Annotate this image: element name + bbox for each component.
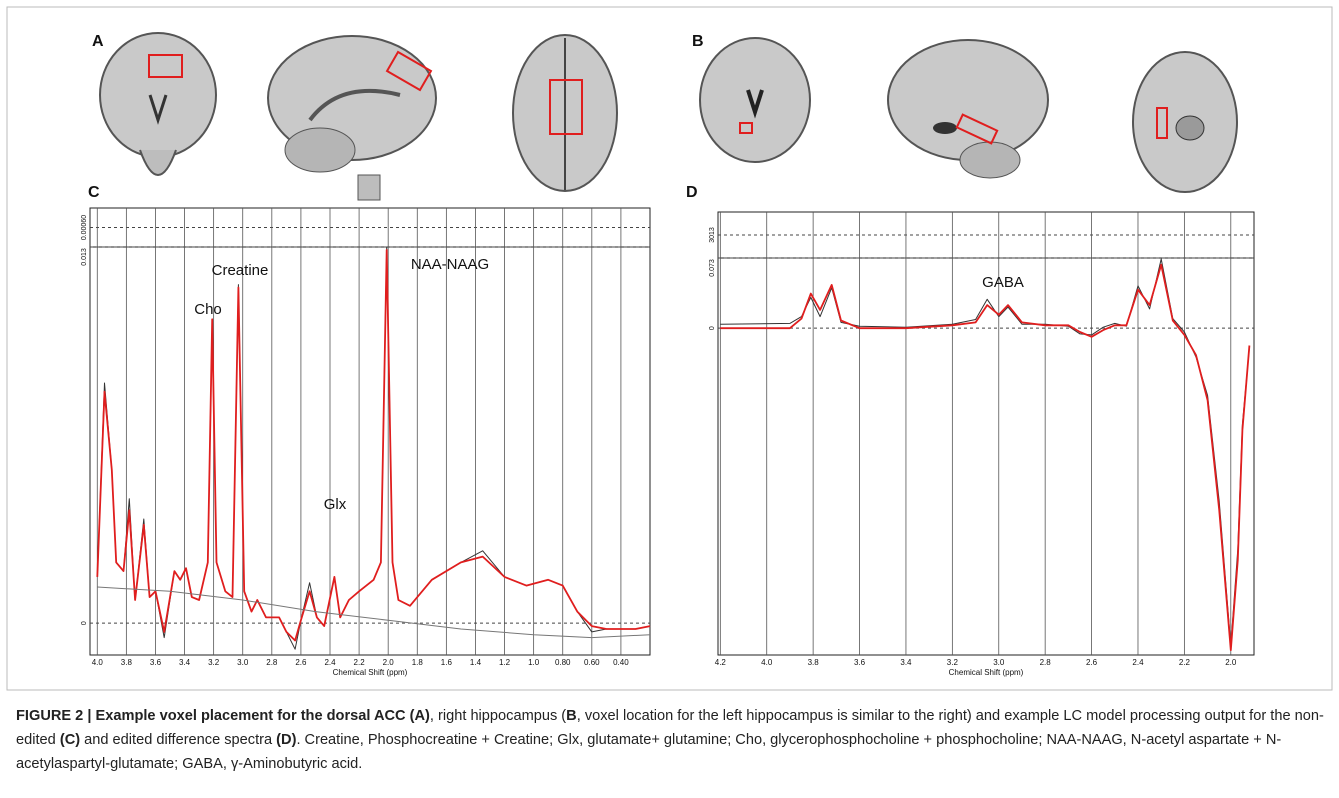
x-tick-label: 0.40	[613, 658, 629, 667]
peak-annotation: Creatine	[212, 262, 269, 279]
brain-axial-a	[512, 34, 618, 192]
x-axis-title: Chemical Shift (ppm)	[949, 668, 1024, 677]
y-tick-label: 0	[709, 326, 716, 330]
caption-run: B	[566, 708, 577, 724]
x-tick-label: 3.8	[808, 658, 820, 667]
y-tick-label: 0.013	[81, 248, 88, 266]
x-tick-label: 4.0	[92, 658, 104, 667]
x-tick-label: 3.4	[900, 658, 912, 667]
spectrum-line	[720, 258, 1250, 646]
x-tick-label: 1.0	[528, 658, 540, 667]
x-tick-label: 3.4	[179, 658, 191, 667]
x-tick-label: 0.60	[584, 658, 600, 667]
x-tick-label: 2.4	[1132, 658, 1144, 667]
brain-coronal-b	[699, 37, 811, 163]
brain-sagittal-b	[887, 39, 1049, 179]
x-tick-label: 2.2	[354, 658, 366, 667]
spectrum-line	[96, 249, 651, 642]
caption-run: (C)	[59, 732, 81, 748]
panel-label: A	[92, 33, 104, 50]
spectrum-line	[97, 586, 651, 639]
x-axis-title: Chemical Shift (ppm)	[333, 668, 408, 677]
caption-run: , voxel location for the left hippocampu…	[16, 708, 1324, 748]
x-tick-label: 1.8	[412, 658, 424, 667]
x-tick-label: 1.4	[470, 658, 482, 667]
panel-label: B	[692, 33, 704, 50]
x-tick-label: 2.6	[1086, 658, 1098, 667]
residual-label: 3013	[709, 227, 716, 243]
x-tick-label: 3.8	[121, 658, 133, 667]
caption-run: , right hippocampus (	[429, 708, 567, 724]
x-tick-label: 2.8	[266, 658, 278, 667]
figure: A B C D 0.00060 4.0 3.8 3.6 3.4 3.2 3.0 2.8 2.6 2.4 2.…	[6, 6, 1333, 691]
x-tick-label: 3.2	[208, 658, 220, 667]
x-tick-label: 0.80	[555, 658, 571, 667]
x-tick-label: 3.0	[993, 658, 1005, 667]
x-tick-label: 3.6	[854, 658, 866, 667]
brain-coronal-a	[99, 32, 217, 176]
spectrum-line	[720, 263, 1251, 652]
y-tick-label: 0	[81, 621, 88, 625]
x-tick-label: 2.0	[383, 658, 395, 667]
x-tick-label: 2.4	[324, 658, 336, 667]
caption-run: and edited difference spectra	[80, 732, 277, 748]
x-tick-label: 4.0	[761, 658, 773, 667]
plot-frame	[89, 246, 651, 656]
spectrum-line	[96, 246, 651, 650]
figure-frame	[6, 6, 1333, 691]
caption-run: . Creatine, Phosphocreatine + Creatine; …	[16, 732, 1282, 772]
caption: FIGURE 2 | Example voxel placement for t…	[16, 704, 1326, 776]
x-tick-label: 1.6	[441, 658, 453, 667]
x-tick-label: 3.0	[237, 658, 249, 667]
caption-run: (D)	[276, 732, 297, 748]
peak-annotation: NAA-NAAG	[411, 256, 489, 273]
brain-axial-b	[1132, 51, 1238, 193]
x-tick-label: 3.2	[947, 658, 959, 667]
brain-sagittal-a	[267, 35, 437, 201]
peak-annotation: GABA	[982, 274, 1024, 291]
plot-frame	[717, 257, 1255, 656]
x-tick-label: 1.2	[499, 658, 511, 667]
y-tick-label: 0.073	[709, 259, 716, 277]
x-tick-label: 2.6	[295, 658, 307, 667]
peak-annotation: Cho	[194, 301, 222, 318]
x-tick-label: 3.6	[150, 658, 162, 667]
x-tick-label: 2.0	[1225, 658, 1237, 667]
panel-label: D	[686, 184, 698, 201]
x-tick-label: 2.2	[1179, 658, 1191, 667]
panel-label: C	[88, 184, 100, 201]
residual-label: 0.00060	[81, 215, 88, 240]
x-tick-label: 4.2	[715, 658, 727, 667]
caption-run: FIGURE 2 | Example voxel placement for t…	[16, 708, 430, 724]
x-tick-label: 2.8	[1040, 658, 1052, 667]
peak-annotation: Glx	[324, 496, 347, 513]
